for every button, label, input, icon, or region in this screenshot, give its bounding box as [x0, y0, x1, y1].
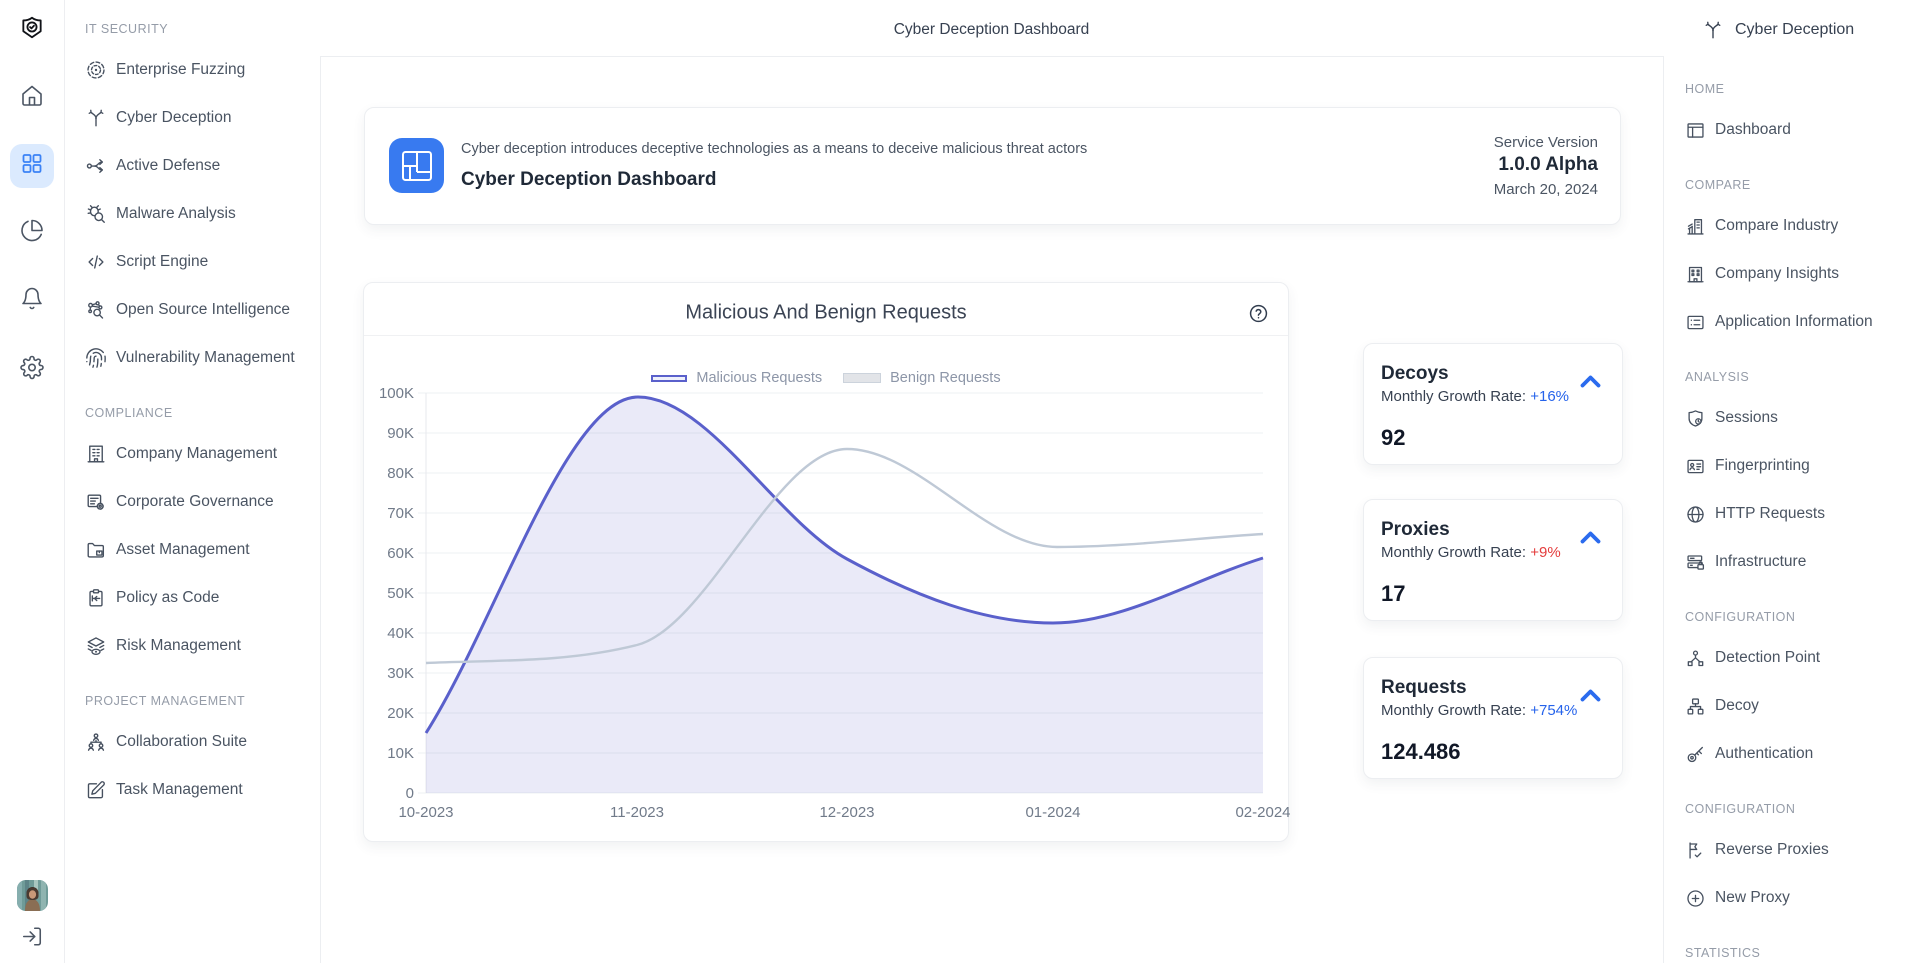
svg-text:02-2024: 02-2024 [1235, 804, 1290, 821]
svg-text:30K: 30K [387, 665, 414, 682]
svg-text:01-2024: 01-2024 [1025, 804, 1080, 821]
svg-text:10-2023: 10-2023 [398, 804, 453, 821]
svg-text:70K: 70K [387, 505, 414, 522]
svg-text:20K: 20K [387, 705, 414, 722]
svg-text:40K: 40K [387, 625, 414, 642]
svg-text:50K: 50K [387, 585, 414, 602]
svg-text:10K: 10K [387, 745, 414, 762]
svg-text:100K: 100K [379, 385, 414, 402]
svg-text:11-2023: 11-2023 [610, 804, 664, 821]
svg-text:60K: 60K [387, 545, 414, 562]
svg-text:80K: 80K [387, 465, 414, 482]
svg-text:90K: 90K [387, 425, 414, 442]
svg-text:12-2023: 12-2023 [819, 804, 874, 821]
svg-text:0: 0 [406, 785, 414, 802]
